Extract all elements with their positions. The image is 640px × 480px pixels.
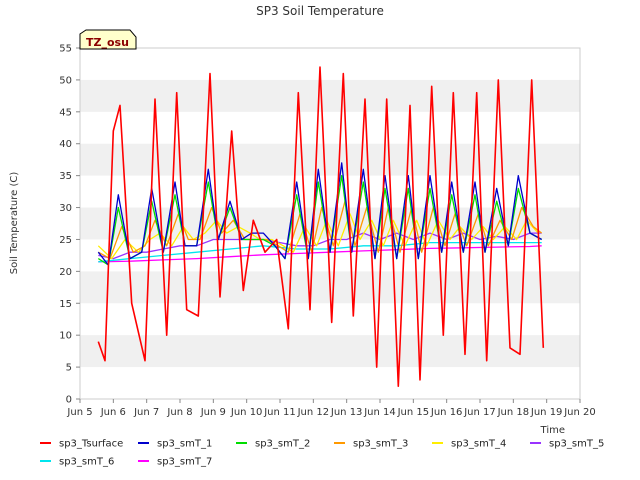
- y-tick-label: 0: [66, 395, 72, 406]
- y-tick-label: 5: [66, 363, 72, 374]
- x-tick-label: Jun 11: [263, 407, 296, 418]
- series-line-sp3-tsurface: [97, 66, 545, 388]
- y-axis-title: Soil Temperature (C): [9, 172, 20, 275]
- y-tick-label: 40: [59, 139, 72, 150]
- y-tick-label: 30: [59, 203, 72, 214]
- x-tick-label: Jun 18: [497, 407, 530, 418]
- y-tick-label: 55: [59, 44, 72, 55]
- series-line-sp3-smt-1: [97, 162, 543, 266]
- y-tick-label: 45: [59, 107, 72, 118]
- x-axis: Jun 5 Jun 6 Jun 7 Jun 8 Jun 9 Jun 10 Jun 11 Jun…: [66, 399, 596, 418]
- x-tick-label: Jun 14: [363, 407, 396, 418]
- y-tick-label: 15: [59, 299, 72, 310]
- x-tick-label: Jun 19: [530, 407, 563, 418]
- x-tick-label: Jun 17: [463, 407, 496, 418]
- x-tick-label: Jun 8: [166, 407, 192, 418]
- x-tick-label: Jun 12: [297, 407, 330, 418]
- legend-item: sp3_Tsurface: [40, 439, 123, 450]
- x-tick-label: Jun 16: [430, 407, 463, 418]
- grid-band: [80, 335, 580, 368]
- legend-label: sp3_smT_6: [59, 457, 114, 468]
- legend-label: sp3_smT_1: [157, 439, 212, 450]
- y-tick-label: 35: [59, 171, 72, 182]
- x-tick-label: Jun 9: [200, 407, 226, 418]
- legend-label: sp3_Tsurface: [59, 439, 123, 450]
- legend-item: sp3_smT_2: [236, 439, 310, 450]
- data-lines: [97, 66, 545, 388]
- x-tick-label: Jun 10: [230, 407, 263, 418]
- x-tick-label: Jun 13: [330, 407, 363, 418]
- legend-item: sp3_smT_6: [40, 457, 114, 468]
- grid-bands: [80, 79, 580, 368]
- tz-annotation-box: [79, 29, 137, 50]
- x-tick-label: Jun 7: [133, 407, 159, 418]
- y-tick-label: 10: [59, 331, 72, 342]
- x-tick-label: Jun 5: [66, 407, 92, 418]
- x-tick-label: Jun 15: [397, 407, 430, 418]
- legend-item: sp3_smT_5: [530, 439, 604, 450]
- legend-label: sp3_smT_5: [549, 439, 604, 450]
- chart-title: SP3 Soil Temperature: [256, 4, 384, 18]
- legend-label: sp3_smT_4: [451, 439, 506, 450]
- x-tick-label: Jun 20: [563, 407, 596, 418]
- legend: sp3_Tsurface sp3_smT_1 sp3_smT_2 sp3_smT_3 s…: [40, 439, 604, 468]
- x-tick-label: Jun 6: [100, 407, 126, 418]
- legend-item: sp3_smT_3: [334, 439, 408, 450]
- series-line-sp3-smt-5: [98, 232, 542, 260]
- y-tick-label: 25: [59, 235, 72, 246]
- grid-band: [80, 143, 580, 176]
- x-axis-title: Time: [540, 425, 565, 436]
- legend-label: sp3_smT_7: [157, 457, 212, 468]
- legend-label: sp3_smT_3: [353, 439, 408, 450]
- plot-frame: [79, 47, 581, 400]
- legend-item: sp3_smT_1: [138, 439, 212, 450]
- y-axis: 0 5 10 15 20 25 30 35 40 45 50 55: [59, 44, 80, 406]
- y-tick-label: 50: [59, 75, 72, 86]
- legend-item: sp3_smT_4: [432, 439, 506, 450]
- tz-annotation-label: TZ_osu: [86, 36, 129, 49]
- tz-annotation: TZ_osu: [79, 29, 137, 50]
- legend-label: sp3_smT_2: [255, 439, 310, 450]
- legend-item: sp3_smT_7: [138, 457, 212, 468]
- y-tick-label: 20: [59, 267, 72, 278]
